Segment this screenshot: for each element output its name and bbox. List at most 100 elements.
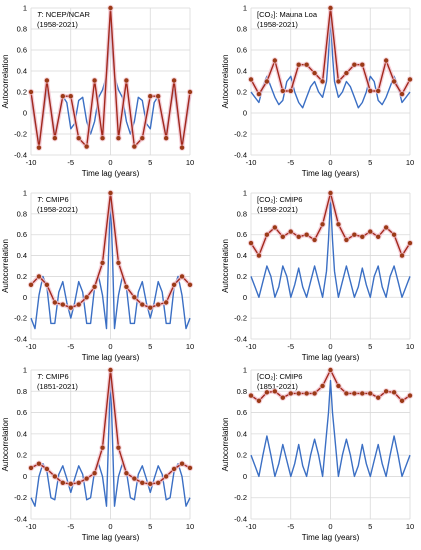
annual-point (148, 94, 153, 99)
annual-point (108, 5, 113, 11)
annual-point (171, 282, 177, 287)
y-tick-label: 0.6 (17, 408, 27, 417)
annual-point (116, 260, 121, 266)
annual-point (140, 136, 145, 141)
annual-point (171, 466, 177, 472)
panel-subtitle: (1958-2021) (37, 205, 78, 214)
y-tick-label: 0.6 (17, 230, 27, 239)
y-tick-label: 0.2 (237, 451, 247, 460)
x-tick-label: -10 (246, 522, 257, 531)
y-tick-label: 0 (23, 109, 27, 118)
annual-point (320, 383, 325, 389)
annual-point (248, 240, 254, 246)
annual-point (376, 88, 381, 94)
annual-point (296, 391, 301, 396)
annual-point (407, 240, 413, 246)
annual-point (328, 5, 333, 11)
annual-point (256, 91, 262, 97)
annual-point (304, 391, 309, 396)
y-tick-label: 1 (23, 4, 27, 13)
annual-point (36, 274, 42, 279)
annual-point (28, 282, 34, 287)
annual-point (264, 232, 270, 237)
annual-point (272, 225, 278, 230)
x-axis-label: Time lag (years) (302, 353, 360, 362)
annual-point (100, 260, 105, 266)
y-tick-label: -0.2 (234, 493, 247, 502)
y-tick-label: 0.4 (237, 251, 247, 260)
y-tick-label: 0.4 (17, 67, 27, 76)
y-tick-label: 1 (243, 366, 247, 375)
panel-subtitle: (1958-2021) (37, 20, 78, 29)
x-tick-label: -10 (26, 522, 37, 531)
y-tick-label: 0.8 (17, 25, 27, 34)
x-tick-label: 0 (108, 342, 112, 351)
annual-point (156, 302, 161, 307)
y-tick-label: 0 (243, 472, 247, 481)
annual-point (36, 461, 42, 466)
annual-point (248, 77, 254, 82)
annual-point (304, 232, 309, 237)
x-axis-label: Time lag (years) (82, 353, 140, 362)
annual-point (248, 393, 254, 398)
annual-point (280, 88, 285, 94)
annual-point (383, 58, 389, 63)
annual-point (60, 480, 65, 486)
y-tick-label: -0.4 (234, 515, 247, 524)
x-tick-label: -10 (26, 158, 37, 167)
annual-point (36, 145, 42, 150)
y-tick-label: -0.2 (234, 130, 247, 139)
x-tick-label: 0 (328, 522, 332, 531)
annual-point (360, 391, 365, 396)
y-tick-label: 0.2 (237, 88, 247, 97)
annual-point (296, 62, 301, 67)
x-tick-label: 10 (186, 158, 194, 167)
annual-point (288, 229, 293, 234)
annual-point (52, 136, 58, 141)
annual-point (376, 234, 381, 239)
annual-point (360, 62, 365, 67)
annual-point (132, 295, 137, 300)
x-tick-label: -5 (287, 158, 294, 167)
annual-point (92, 284, 97, 290)
panel-1: -0.4 -0.2 0 0.2 0.4 0.6 0.8 1 -10 -5 0 5 10 Autocorre… (1, 4, 194, 179)
x-tick-label: -5 (67, 342, 74, 351)
panel-title: [CO₂]: CMIP6 (257, 372, 302, 381)
annual-point (84, 144, 89, 149)
y-axis-label: Autocorrelation (221, 239, 230, 293)
x-tick-label: -10 (246, 158, 257, 167)
y-tick-label: 0.4 (17, 429, 27, 438)
annual-point (124, 471, 129, 476)
x-tick-label: 0 (328, 158, 332, 167)
annual-point (76, 302, 81, 307)
annual-point (124, 78, 129, 83)
annual-point (92, 471, 97, 476)
y-axis-label: Autocorrelation (1, 239, 10, 293)
panel-6: -0.4 -0.2 0 0.2 0.4 0.6 0.8 1 -10 -5 0 5 10 Autocorre… (221, 366, 414, 543)
annual-point (344, 70, 349, 76)
x-tick-label: 0 (328, 342, 332, 351)
annual-point (100, 445, 105, 450)
y-axis-label: Autocorrelation (1, 55, 10, 109)
annual-point (288, 391, 293, 396)
panel-title: [CO₂]: CMIP6 (257, 195, 302, 204)
annual-point (179, 145, 185, 150)
annual-point (304, 62, 309, 67)
annual-point (391, 390, 397, 395)
x-tick-label: -10 (26, 342, 37, 351)
y-tick-label: 0 (243, 293, 247, 302)
annual-point (68, 94, 73, 99)
y-tick-label: -0.2 (234, 314, 247, 323)
annual-point (60, 94, 65, 99)
panel-title: T: CMIP6 (37, 195, 69, 204)
y-tick-label: 0.6 (237, 408, 247, 417)
y-tick-label: 0.4 (237, 67, 247, 76)
x-tick-label: -5 (287, 522, 294, 531)
y-tick-label: 0.2 (17, 451, 27, 460)
annual-point (264, 390, 270, 395)
annual-point (124, 284, 129, 290)
annual-point (383, 225, 389, 230)
x-tick-label: -10 (246, 342, 257, 351)
y-tick-label: 0.6 (237, 230, 247, 239)
